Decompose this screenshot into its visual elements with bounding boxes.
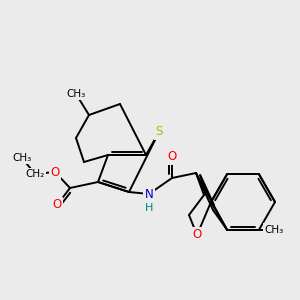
Text: CH₃: CH₃ bbox=[264, 225, 284, 235]
Text: O: O bbox=[192, 229, 202, 242]
Text: O: O bbox=[50, 166, 60, 178]
Text: N: N bbox=[145, 188, 153, 200]
Text: CH₂: CH₂ bbox=[26, 169, 45, 179]
Text: CH₃: CH₃ bbox=[12, 153, 32, 163]
Text: O: O bbox=[167, 151, 177, 164]
Text: S: S bbox=[155, 125, 163, 139]
Text: CH₃: CH₃ bbox=[66, 89, 85, 99]
Text: H: H bbox=[145, 203, 153, 213]
Text: O: O bbox=[52, 199, 62, 212]
